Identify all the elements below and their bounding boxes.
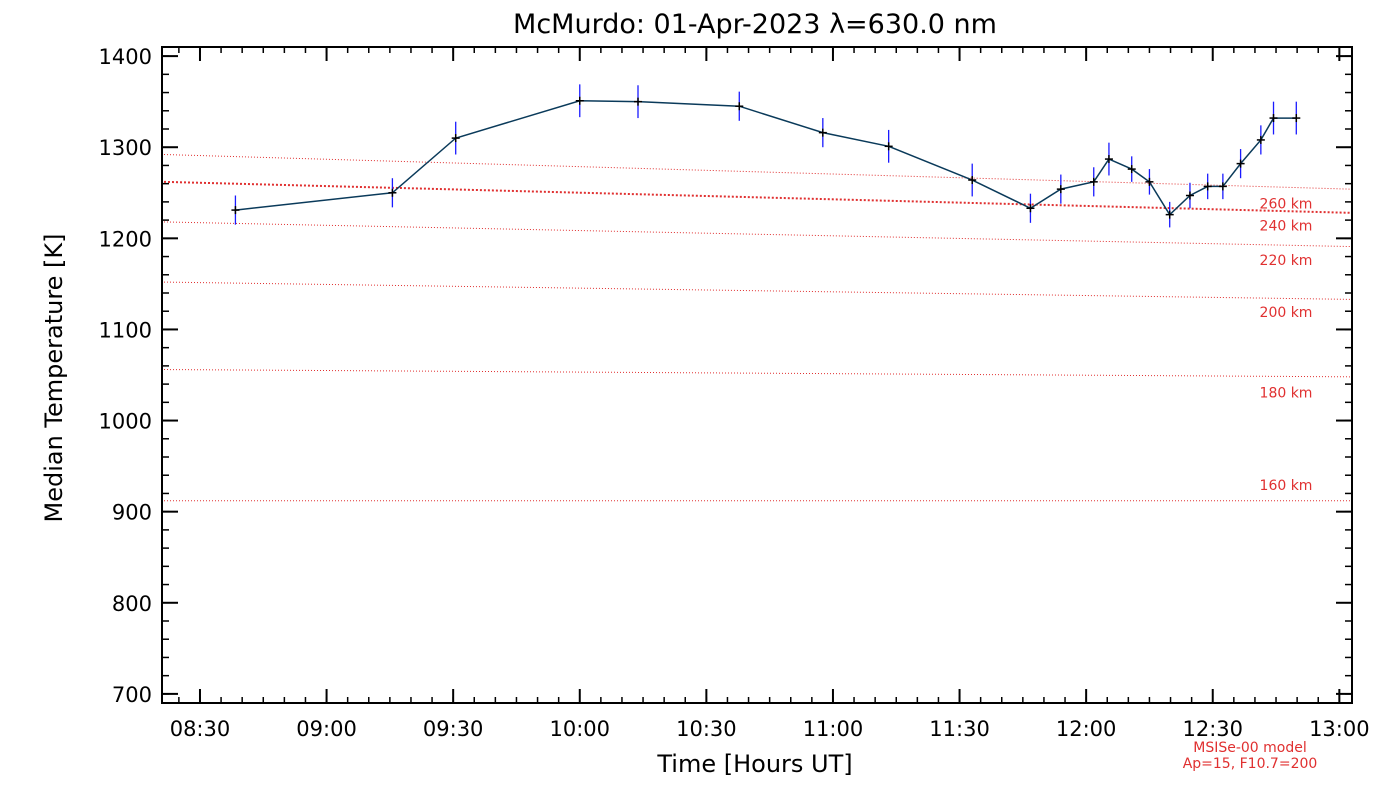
model-line-280-km bbox=[163, 154, 1351, 190]
x-tick-label: 10:00 bbox=[550, 717, 611, 741]
x-tick-label: 09:00 bbox=[296, 717, 357, 741]
x-axis-label: Time [Hours UT] bbox=[656, 750, 852, 778]
model-line-240-km bbox=[163, 221, 1351, 248]
altitude-label: 260 km bbox=[1260, 197, 1313, 213]
chart-title: McMurdo: 01-Apr-2023 λ=630.0 nm bbox=[513, 9, 997, 40]
x-tick-label: 13:00 bbox=[1309, 717, 1370, 741]
plot-frame bbox=[161, 46, 1353, 704]
model-line-220-km bbox=[163, 281, 1351, 300]
model-line-260-km bbox=[163, 180, 1351, 214]
model-note-line-1: MSISe-00 model bbox=[1193, 740, 1307, 756]
x-tick-label: 12:00 bbox=[1056, 717, 1117, 741]
series-line bbox=[235, 100, 1297, 216]
plot-layer: 08:30 09:00 09:30 10:00 10:30 11:00 11:30 12:00… bbox=[99, 45, 1370, 741]
altitude-label: 220 km bbox=[1260, 253, 1313, 269]
y-axis-label: Median Temperature [K] bbox=[40, 233, 68, 522]
y-tick-label: 1000 bbox=[99, 410, 152, 434]
y-tick-label: 900 bbox=[112, 501, 152, 525]
x-tick-label: 12:30 bbox=[1182, 717, 1243, 741]
altitude-label: 180 km bbox=[1260, 385, 1313, 401]
model-note-line-2: Ap=15, F10.7=200 bbox=[1183, 756, 1318, 772]
y-tick-label: 1100 bbox=[99, 318, 152, 342]
x-tick-label: 08:30 bbox=[170, 717, 231, 741]
altitude-label: 200 km bbox=[1260, 305, 1313, 321]
altitude-label: 160 km bbox=[1260, 478, 1313, 494]
x-tick-label: 11:00 bbox=[803, 717, 864, 741]
y-tick-label: 1300 bbox=[99, 136, 152, 160]
y-tick-label: 1200 bbox=[99, 227, 152, 251]
x-tick-label: 09:30 bbox=[423, 717, 484, 741]
x-tick-label: 11:30 bbox=[929, 717, 990, 741]
y-tick-label: 800 bbox=[112, 592, 152, 616]
altitude-label: 240 km bbox=[1260, 219, 1313, 235]
model-line-200-km bbox=[163, 369, 1351, 378]
y-tick-label: 1400 bbox=[99, 45, 152, 69]
x-tick-label: 10:30 bbox=[676, 717, 737, 741]
y-tick-label: 700 bbox=[112, 683, 152, 707]
